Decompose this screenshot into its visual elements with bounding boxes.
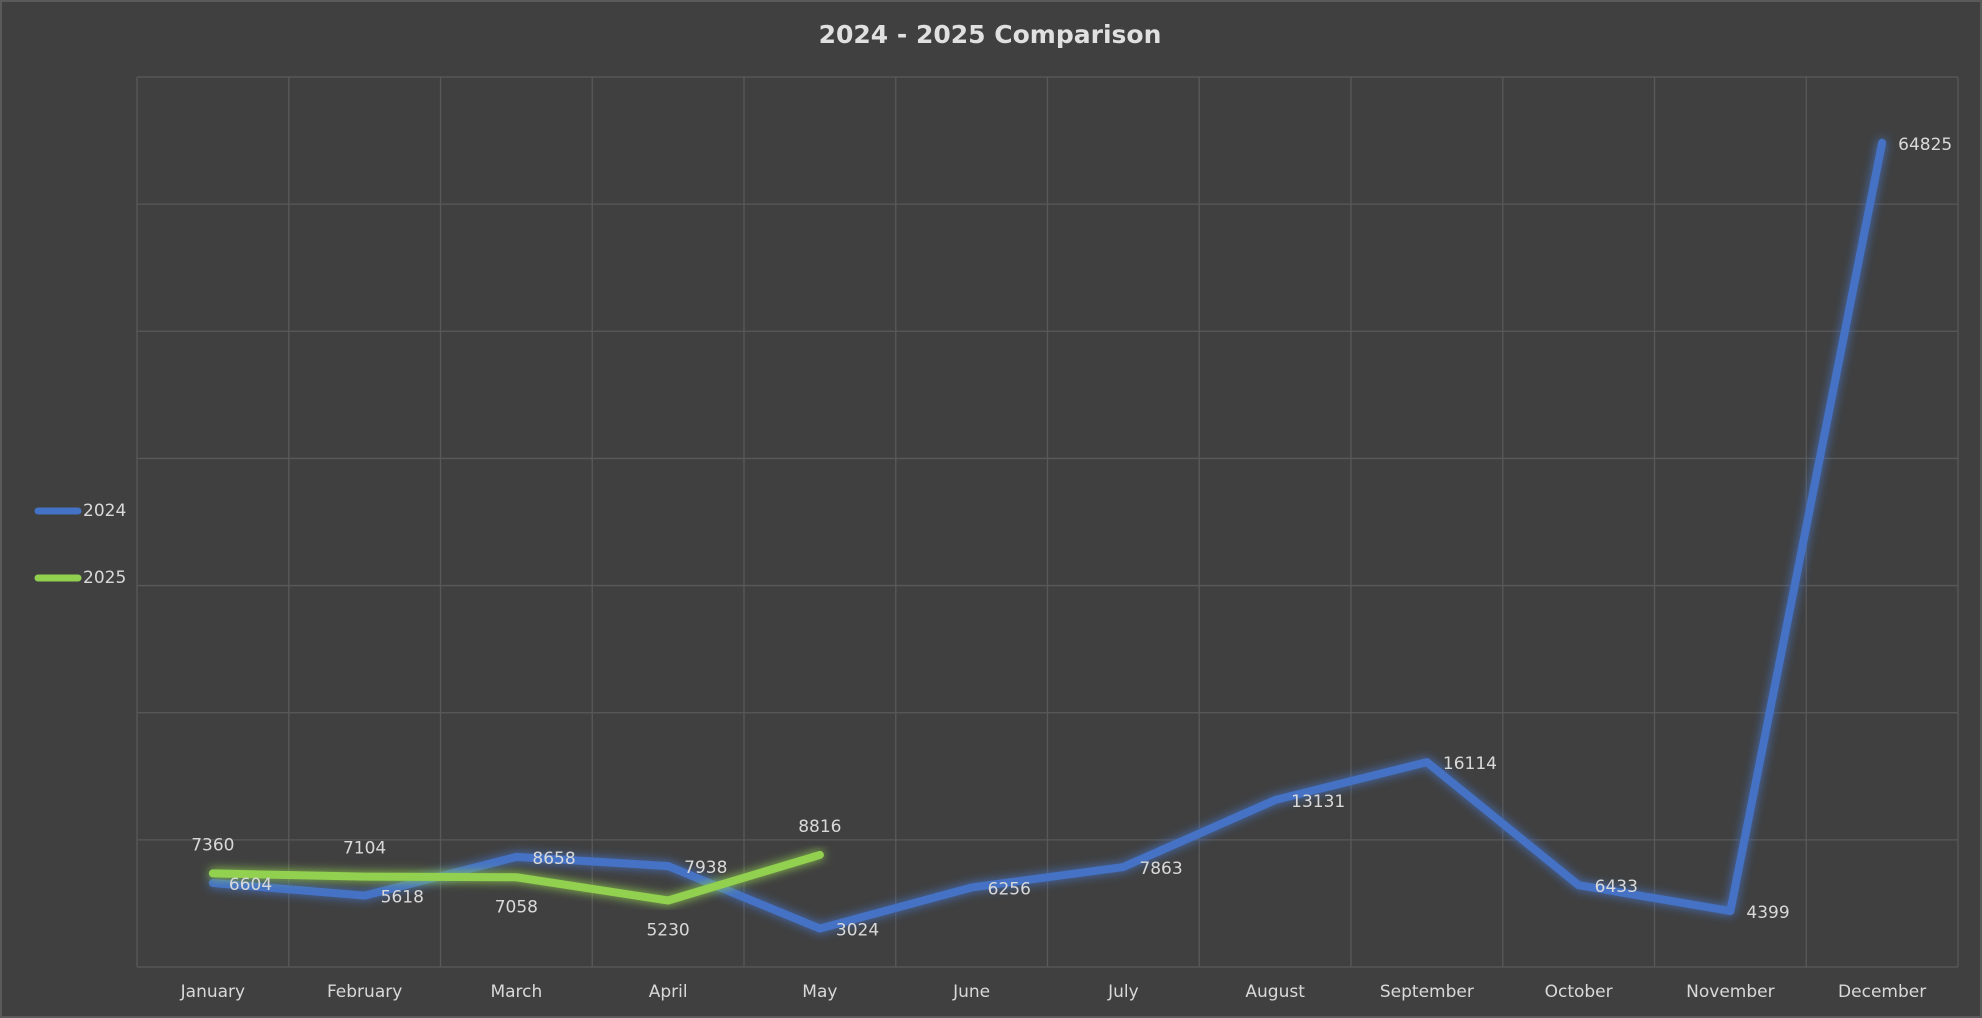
data-label: 4399: [1746, 903, 1789, 923]
legend-label: 2024: [83, 501, 126, 521]
data-label: 6256: [988, 879, 1031, 899]
data-label: 7104: [343, 839, 386, 859]
data-label: 16114: [1443, 754, 1497, 774]
x-tick-label: March: [490, 982, 542, 1002]
x-tick-label: May: [802, 982, 837, 1002]
data-label: 8658: [532, 849, 575, 869]
data-label: 5618: [381, 888, 424, 908]
line-series: [208, 138, 1887, 933]
data-label: 5230: [646, 921, 689, 941]
x-tick-label: February: [327, 982, 402, 1002]
chart-title: 2024 - 2025 Comparison: [819, 20, 1162, 49]
legend-label: 2025: [83, 568, 126, 588]
data-label: 6433: [1595, 877, 1638, 897]
x-tick-label: January: [180, 982, 245, 1002]
data-label: 8816: [798, 817, 841, 837]
x-tick-label: August: [1245, 982, 1305, 1002]
data-label: 7058: [495, 897, 538, 917]
x-tick-label: December: [1838, 982, 1926, 1002]
x-tick-label: October: [1545, 982, 1613, 1002]
x-tick-label: September: [1380, 982, 1474, 1002]
data-label: 64825: [1898, 135, 1952, 155]
x-tick-label: April: [649, 982, 688, 1002]
data-label: 13131: [1291, 792, 1345, 812]
x-tick-label: June: [952, 982, 990, 1002]
data-label: 7938: [684, 858, 727, 878]
line-series: [208, 850, 824, 905]
x-tick-label: November: [1686, 982, 1774, 1002]
data-label: 6604: [229, 875, 272, 895]
data-label: 7360: [191, 835, 234, 855]
x-tick-label: July: [1107, 982, 1139, 1002]
data-label: 3024: [836, 921, 879, 941]
data-label: 7863: [1139, 859, 1182, 879]
